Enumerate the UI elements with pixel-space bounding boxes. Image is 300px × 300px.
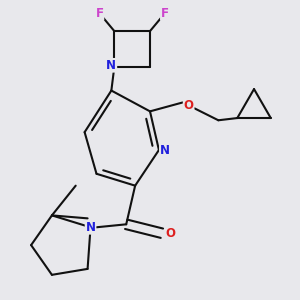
Text: F: F bbox=[95, 7, 104, 20]
Text: N: N bbox=[160, 143, 170, 157]
Text: N: N bbox=[85, 221, 96, 234]
Text: O: O bbox=[166, 227, 176, 240]
Text: O: O bbox=[184, 99, 194, 112]
Text: F: F bbox=[161, 7, 169, 20]
Text: N: N bbox=[106, 59, 116, 72]
